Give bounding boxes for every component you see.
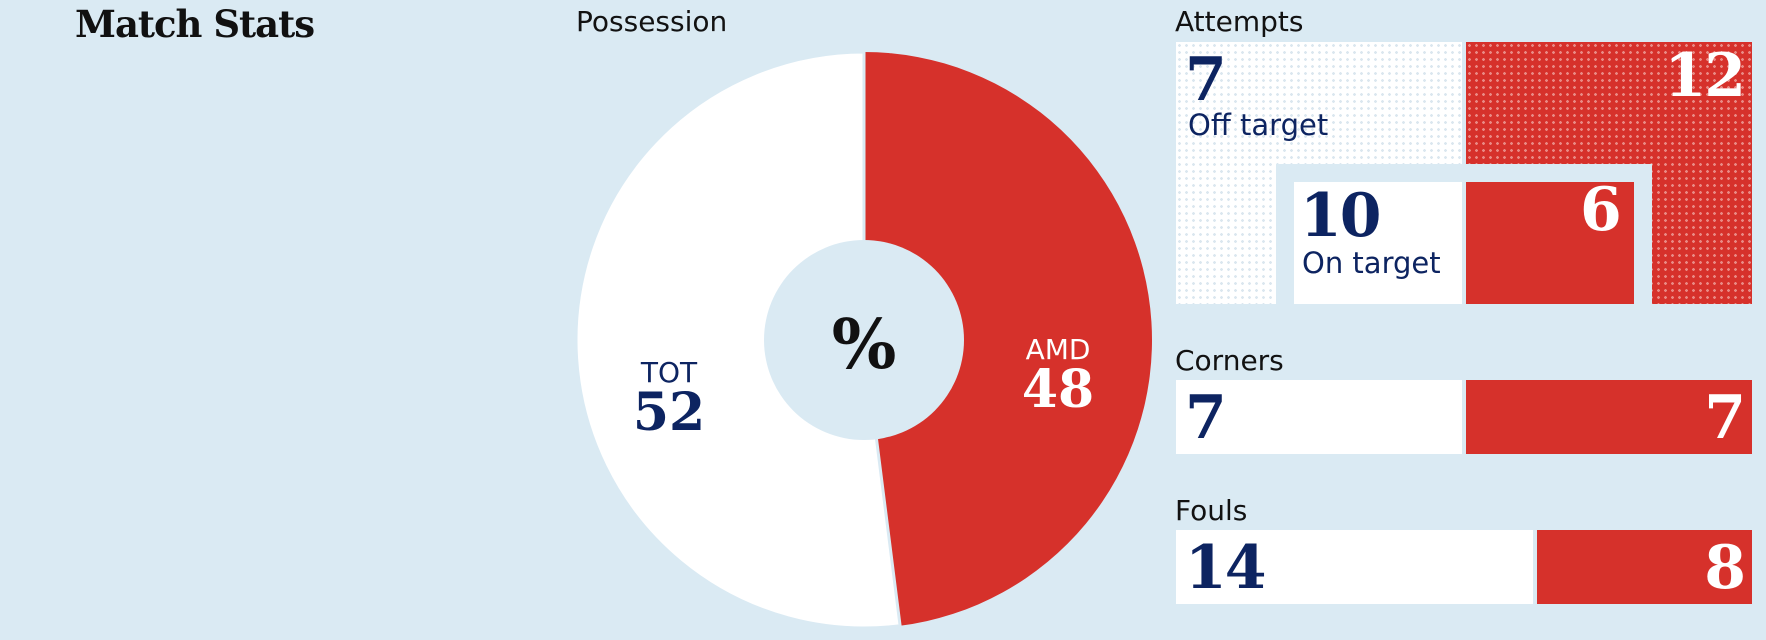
home-corners-value: 7 <box>1185 383 1227 453</box>
home-off-target-value: 7 <box>1185 45 1227 115</box>
away-on-target-bar <box>1466 182 1634 304</box>
home-fouls-bar <box>1176 530 1533 604</box>
percent-symbol: % <box>832 305 897 385</box>
away-on-target-value: 6 <box>1580 175 1622 245</box>
amd-team-label: AMD <box>1026 333 1091 366</box>
possession-label: Possession <box>576 5 728 38</box>
possession-donut-chart: % TOT 52 AMD 48 <box>574 50 1153 630</box>
fouls-label: Fouls <box>1175 494 1248 527</box>
home-corners-bar <box>1176 380 1462 454</box>
home-fouls-value: 14 <box>1185 533 1266 603</box>
corners-label: Corners <box>1175 344 1284 377</box>
attempts-label: Attempts <box>1175 5 1304 38</box>
away-off-target-value: 12 <box>1664 41 1746 111</box>
off-target-label: Off target <box>1188 108 1329 142</box>
amd-possession-value: 48 <box>1022 359 1094 420</box>
on-target-label: On target <box>1302 246 1441 280</box>
home-on-target-value: 10 <box>1300 181 1381 251</box>
away-fouls-value: 8 <box>1704 533 1746 603</box>
home-on-target-bar <box>1294 182 1462 304</box>
tot-team-label: TOT <box>640 356 698 389</box>
tot-possession-value: 52 <box>633 382 705 443</box>
donut-hole <box>764 240 964 440</box>
possession-slice-tot <box>574 50 902 630</box>
possession-slice-amd <box>864 52 1153 626</box>
away-corners-value: 7 <box>1704 383 1746 453</box>
page-title: Match Stats <box>75 2 315 46</box>
away-fouls-bar <box>1537 530 1752 604</box>
away-corners-bar <box>1466 380 1752 454</box>
